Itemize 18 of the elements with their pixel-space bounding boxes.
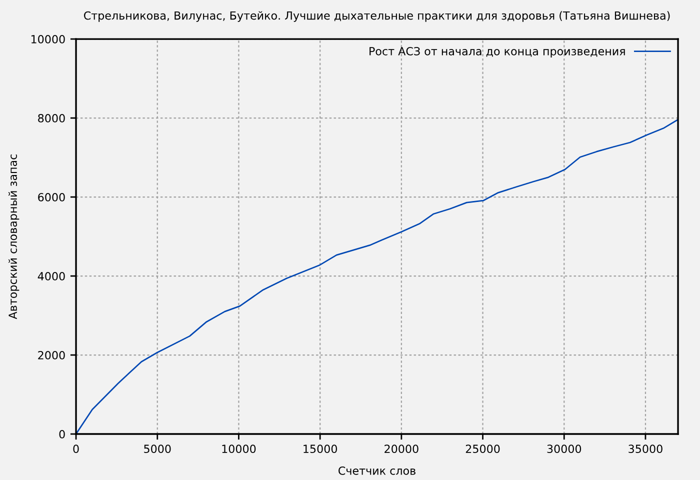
x-axis-title: Счетчик слов (338, 466, 416, 475)
x-tick-label: 5000 (144, 444, 171, 454)
x-tick-label: 35000 (628, 444, 662, 454)
y-tick-label: 4000 (38, 272, 65, 280)
x-tick-label: 15000 (304, 444, 338, 454)
x-tick-label: 10000 (222, 444, 256, 454)
chart-title: Стрельникова, Вилунас, Бутейко. Лучшие дыхательные практики для здоровья (Татьяна Вишнева) (84, 11, 670, 22)
y-tick-label: 6000 (38, 192, 65, 202)
x-tick-label: 25000 (466, 444, 500, 454)
x-tick-label: 30000 (547, 444, 582, 454)
x-tick-label: 0 (73, 444, 79, 454)
legend-label: Рост АСЗ от начала до конца произведения (370, 47, 625, 58)
x-tick-label: 20000 (384, 444, 418, 454)
y-tick-label: 0 (59, 430, 65, 438)
y-tick-label: 8000 (38, 114, 65, 122)
y-tick-label: 10000 (31, 35, 65, 44)
y-tick-label: 2000 (38, 350, 65, 360)
y-axis-title: Авторский словарный запас (8, 154, 20, 320)
